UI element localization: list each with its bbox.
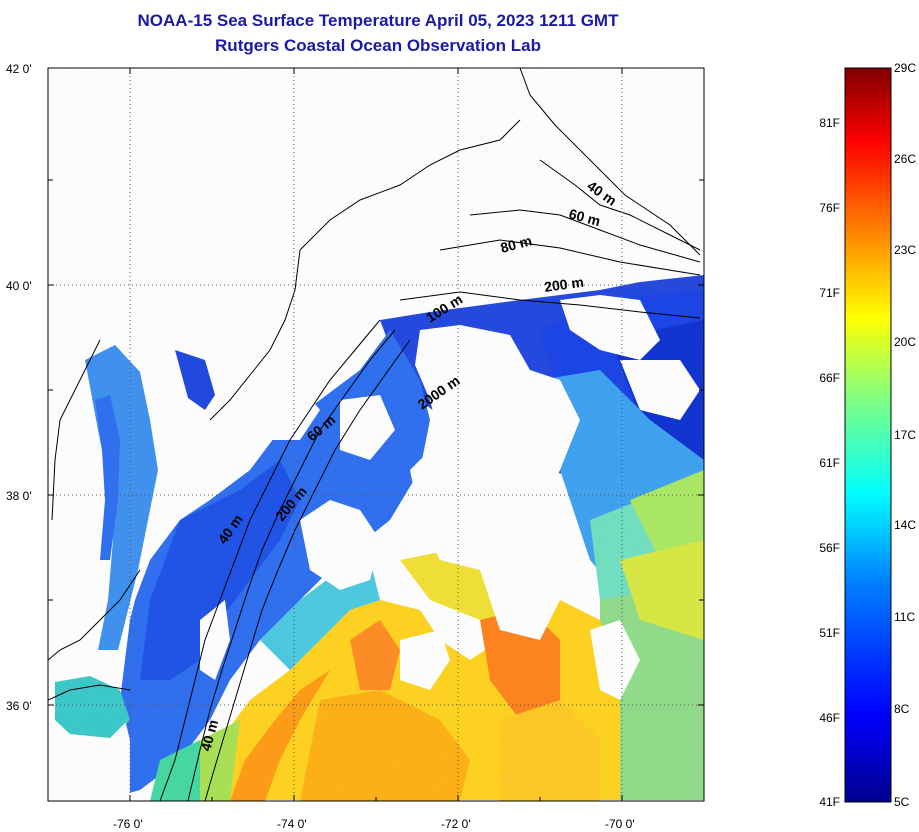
colorbar-f-label: 61F — [819, 456, 840, 470]
contour-label-40m-south: 40 m — [197, 718, 221, 753]
lat-label-42: 42 0' — [6, 62, 32, 76]
contour-label-80m: 80 m — [499, 232, 534, 256]
lat-label-36: 36 0' — [6, 699, 32, 713]
map-title: NOAA-15 Sea Surface Temperature April 05… — [137, 11, 619, 30]
colorbar-f-label: 71F — [819, 286, 840, 300]
colorbar-c-label: 8C — [894, 702, 910, 716]
colorbar-f-label: 46F — [819, 711, 840, 725]
sst-field — [48, 68, 704, 801]
colorbar-f-label: 51F — [819, 626, 840, 640]
colorbar-c-label: 26C — [894, 152, 916, 166]
colorbar-f-label: 76F — [819, 201, 840, 215]
lat-label-38: 38 0' — [6, 489, 32, 503]
colorbar-celsius-labels: 29C 26C 23C 20C 17C 14C 11C 8C 5C — [894, 61, 916, 809]
colorbar — [844, 67, 892, 803]
lon-label-74: -74 0' — [277, 817, 307, 831]
map-ticks — [48, 67, 704, 801]
colorbar-c-label: 14C — [894, 518, 916, 532]
colorbar-c-label: 11C — [894, 610, 915, 624]
colorbar-f-label: 56F — [819, 541, 840, 555]
colorbar-c-label: 23C — [894, 243, 916, 257]
lon-label-76: -76 0' — [113, 817, 143, 831]
colorbar-f-label: 66F — [819, 371, 840, 385]
colorbar-fahrenheit-labels: 81F 76F 71F 66F 61F 56F 51F 46F 41F — [819, 116, 840, 809]
contour-label-60m: 60 m — [567, 205, 602, 229]
colorbar-f-label: 81F — [819, 116, 840, 130]
contour-label-200m: 200 m — [543, 274, 585, 295]
colorbar-c-label: 20C — [894, 335, 916, 349]
colorbar-c-label: 17C — [894, 428, 916, 442]
lon-label-70: -70 0' — [605, 817, 635, 831]
lon-label-72: -72 0' — [441, 817, 471, 831]
lat-label-40: 40 0' — [6, 279, 32, 293]
map-grid — [48, 68, 704, 801]
colorbar-c-label: 5C — [894, 795, 910, 809]
colorbar-f-label: 41F — [819, 795, 840, 809]
colorbar-c-label: 29C — [894, 61, 916, 75]
map-subtitle: Rutgers Coastal Ocean Observation Lab — [215, 36, 541, 55]
